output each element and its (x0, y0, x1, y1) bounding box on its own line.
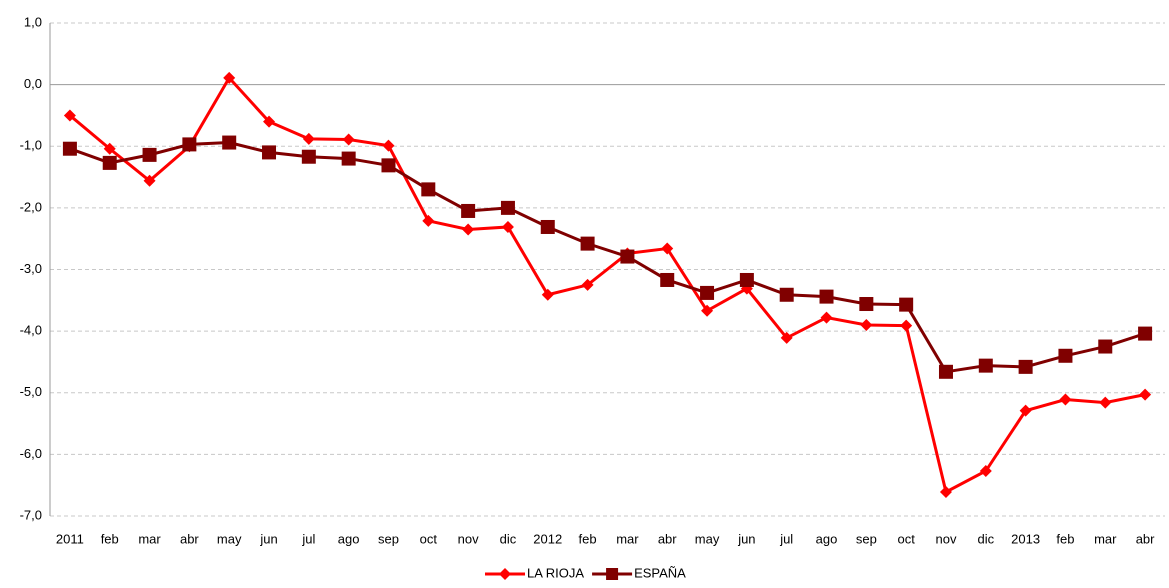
marker (182, 137, 197, 152)
y-tick-label: -6,0 (20, 446, 42, 461)
marker (223, 71, 236, 84)
marker (541, 288, 554, 301)
marker (978, 358, 993, 373)
x-tick-label: jul (779, 531, 793, 546)
marker (780, 331, 793, 344)
marker (461, 203, 476, 218)
marker (979, 465, 992, 478)
x-tick-label: abr (180, 531, 199, 546)
x-tick-label: mar (616, 531, 639, 546)
legend-label: LA RIOJA (527, 565, 584, 580)
x-tick-label: feb (1056, 531, 1074, 546)
x-tick-label: may (217, 531, 242, 546)
legend-marker (606, 568, 619, 580)
marker (62, 141, 77, 156)
marker (540, 219, 555, 234)
marker (262, 145, 277, 160)
x-tick-label: feb (101, 531, 119, 546)
y-tick-label: 1,0 (24, 14, 42, 29)
y-tick-label: -1,0 (20, 138, 42, 153)
marker (700, 285, 715, 300)
x-tick-label: sep (378, 531, 399, 546)
marker (422, 214, 435, 227)
legend-label: ESPAÑA (634, 565, 686, 580)
marker (1019, 404, 1032, 417)
marker (900, 319, 913, 332)
marker (819, 289, 834, 304)
y-tick-label: -4,0 (20, 323, 42, 338)
marker (342, 133, 355, 146)
y-tick-label: -7,0 (20, 507, 42, 522)
marker (222, 135, 237, 150)
marker (1018, 359, 1033, 374)
marker (263, 115, 276, 128)
x-tick-label: 2013 (1011, 531, 1040, 546)
marker (860, 318, 873, 331)
x-tick-label: jun (259, 531, 277, 546)
marker (620, 249, 635, 264)
x-tick-label: dic (500, 531, 517, 546)
marker (580, 236, 595, 251)
marker (1099, 396, 1112, 409)
marker (1059, 393, 1072, 406)
marker (501, 220, 514, 233)
marker (739, 272, 754, 287)
marker (820, 311, 833, 324)
legend-marker (499, 568, 511, 580)
x-tick-label: mar (138, 531, 161, 546)
marker (938, 364, 953, 379)
x-tick-label: ago (816, 531, 838, 546)
marker (939, 485, 952, 498)
y-tick-label: -5,0 (20, 384, 42, 399)
marker (661, 242, 674, 255)
y-tick-label: -2,0 (20, 199, 42, 214)
marker (382, 139, 395, 152)
x-tick-label: oct (897, 531, 915, 546)
x-tick-label: abr (658, 531, 677, 546)
marker (301, 149, 316, 164)
marker (1139, 388, 1152, 401)
marker (143, 174, 156, 187)
x-tick-label: dic (977, 531, 994, 546)
series-line (68, 75, 1146, 495)
marker (1058, 348, 1073, 363)
x-tick-label: 2011 (56, 531, 84, 546)
x-tick-label: 2012 (533, 531, 562, 546)
marker (103, 142, 116, 155)
marker (859, 297, 874, 312)
marker (779, 287, 794, 302)
marker (1098, 339, 1113, 354)
y-tick-label: 0,0 (24, 76, 42, 91)
x-tick-label: mar (1094, 531, 1117, 546)
marker (381, 158, 396, 173)
x-tick-label: jun (737, 531, 755, 546)
x-tick-label: nov (458, 531, 479, 546)
marker (581, 278, 594, 291)
x-tick-label: sep (856, 531, 877, 546)
x-tick-label: oct (420, 531, 438, 546)
marker (462, 223, 475, 236)
x-tick-label: jul (301, 531, 315, 546)
marker (660, 272, 675, 287)
marker (63, 109, 76, 122)
marker (1138, 326, 1153, 341)
marker (102, 155, 117, 170)
marker (421, 182, 436, 197)
series-line (69, 141, 1146, 374)
x-tick-label: nov (935, 531, 956, 546)
x-tick-label: feb (579, 531, 597, 546)
x-tick-label: abr (1136, 531, 1155, 546)
marker (899, 297, 914, 312)
marker (701, 304, 714, 317)
x-tick-label: may (695, 531, 720, 546)
x-tick-label: ago (338, 531, 360, 546)
marker (302, 132, 315, 145)
marker (341, 151, 356, 166)
marker (500, 200, 515, 215)
marker (142, 147, 157, 162)
y-tick-label: -3,0 (20, 261, 42, 276)
